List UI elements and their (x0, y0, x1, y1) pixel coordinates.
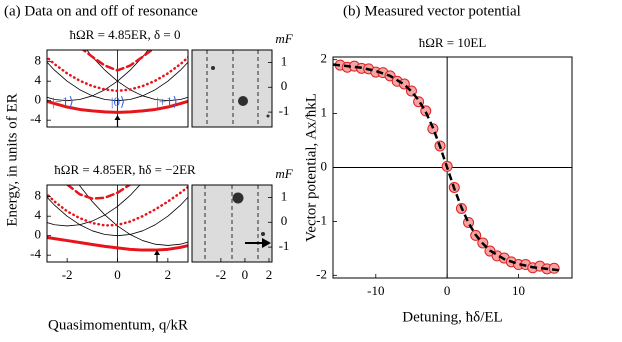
state-label: |0⟩ (111, 94, 125, 109)
atom-cloud (211, 66, 215, 70)
y-tick-label: -1 (279, 238, 290, 253)
plot-frame (46, 49, 189, 128)
y-tick-label: 0 (281, 78, 288, 93)
image-background (192, 50, 272, 127)
state-label: |−1⟩ (52, 94, 74, 109)
band-line (81, 50, 154, 72)
atom-cloud (266, 114, 270, 118)
x-axis-label: Detuning, ħδ/EL (402, 309, 502, 325)
band-line (47, 55, 188, 93)
y-tick-label: 0 (35, 92, 42, 107)
band-line (47, 235, 188, 252)
y-tick-label: -2 (316, 266, 327, 281)
data-point (463, 216, 475, 228)
y-tick-label: 1 (281, 188, 288, 203)
data-point (548, 262, 560, 274)
y-axis-label: Vector potential, Ax/ħkL (303, 93, 319, 242)
y-tick-label: 8 (35, 53, 42, 68)
panel-title: (b) Measured vector potential (343, 3, 521, 19)
band-line (47, 185, 188, 227)
y-tick-label: -1 (316, 212, 327, 227)
plot-area (192, 50, 272, 127)
y-tick-label: 0 (321, 158, 328, 173)
plot-area (47, 185, 188, 262)
y-tick-label: 1 (321, 105, 328, 120)
x-tick-label: 10 (512, 283, 525, 298)
state-label: |+1⟩ (156, 94, 178, 109)
y-tick-label: 0 (35, 227, 42, 242)
band-line (47, 196, 188, 237)
band-line (66, 185, 132, 200)
x-axis-label: Quasimomentum, q/kR (48, 317, 188, 333)
y-tick-label: 2 (321, 51, 328, 66)
plot-frame (191, 49, 273, 128)
band-line (47, 185, 141, 227)
x-tick-label: 2 (266, 267, 273, 282)
x-tick-label: -2 (62, 267, 73, 282)
y-axis-label: Energy, in units of ER (4, 93, 20, 226)
band-line (47, 61, 188, 102)
plot-area (333, 57, 572, 278)
band-line (86, 50, 188, 102)
fit-line (333, 63, 562, 272)
x-tick-label: -10 (367, 283, 384, 298)
axis-label: mF (275, 166, 293, 181)
axis-label: mF (275, 31, 293, 46)
arrow-head (154, 250, 160, 255)
y-tick-label: -4 (30, 111, 41, 126)
y-tick-label: -4 (30, 246, 41, 261)
atom-cloud (232, 192, 244, 204)
atom-cloud (238, 96, 248, 106)
x-tick-label: 0 (242, 267, 249, 282)
x-tick-label: -2 (215, 267, 226, 282)
x-tick-label: 0 (444, 283, 451, 298)
y-tick-label: 0 (281, 213, 288, 228)
plot-area (47, 50, 188, 127)
chart-title: ħΩR = 4.85ER, δ = 0 (70, 27, 181, 42)
plot-frame (332, 56, 573, 279)
y-tick-label: 1 (281, 53, 288, 68)
plot-area (192, 185, 272, 262)
plot-frame (191, 184, 273, 263)
x-tick-label: 2 (165, 267, 172, 282)
chart-title: ħΩR = 4.85ER, ħδ = −2ER (54, 162, 196, 177)
arrow-head (114, 115, 121, 120)
y-tick-label: 4 (35, 72, 42, 87)
atom-cloud (261, 232, 265, 236)
y-tick-label: 8 (35, 188, 42, 203)
data-point (427, 123, 439, 135)
y-tick-label: 4 (35, 207, 42, 222)
y-tick-label: -1 (279, 103, 290, 118)
chart-title: ħΩR = 10EL (419, 35, 487, 50)
arrow-head (262, 238, 271, 248)
plot-frame (46, 184, 189, 263)
panel-title: (a) Data on and off of resonance (4, 3, 198, 19)
band-line (47, 99, 188, 114)
x-tick-label: 0 (114, 267, 121, 282)
